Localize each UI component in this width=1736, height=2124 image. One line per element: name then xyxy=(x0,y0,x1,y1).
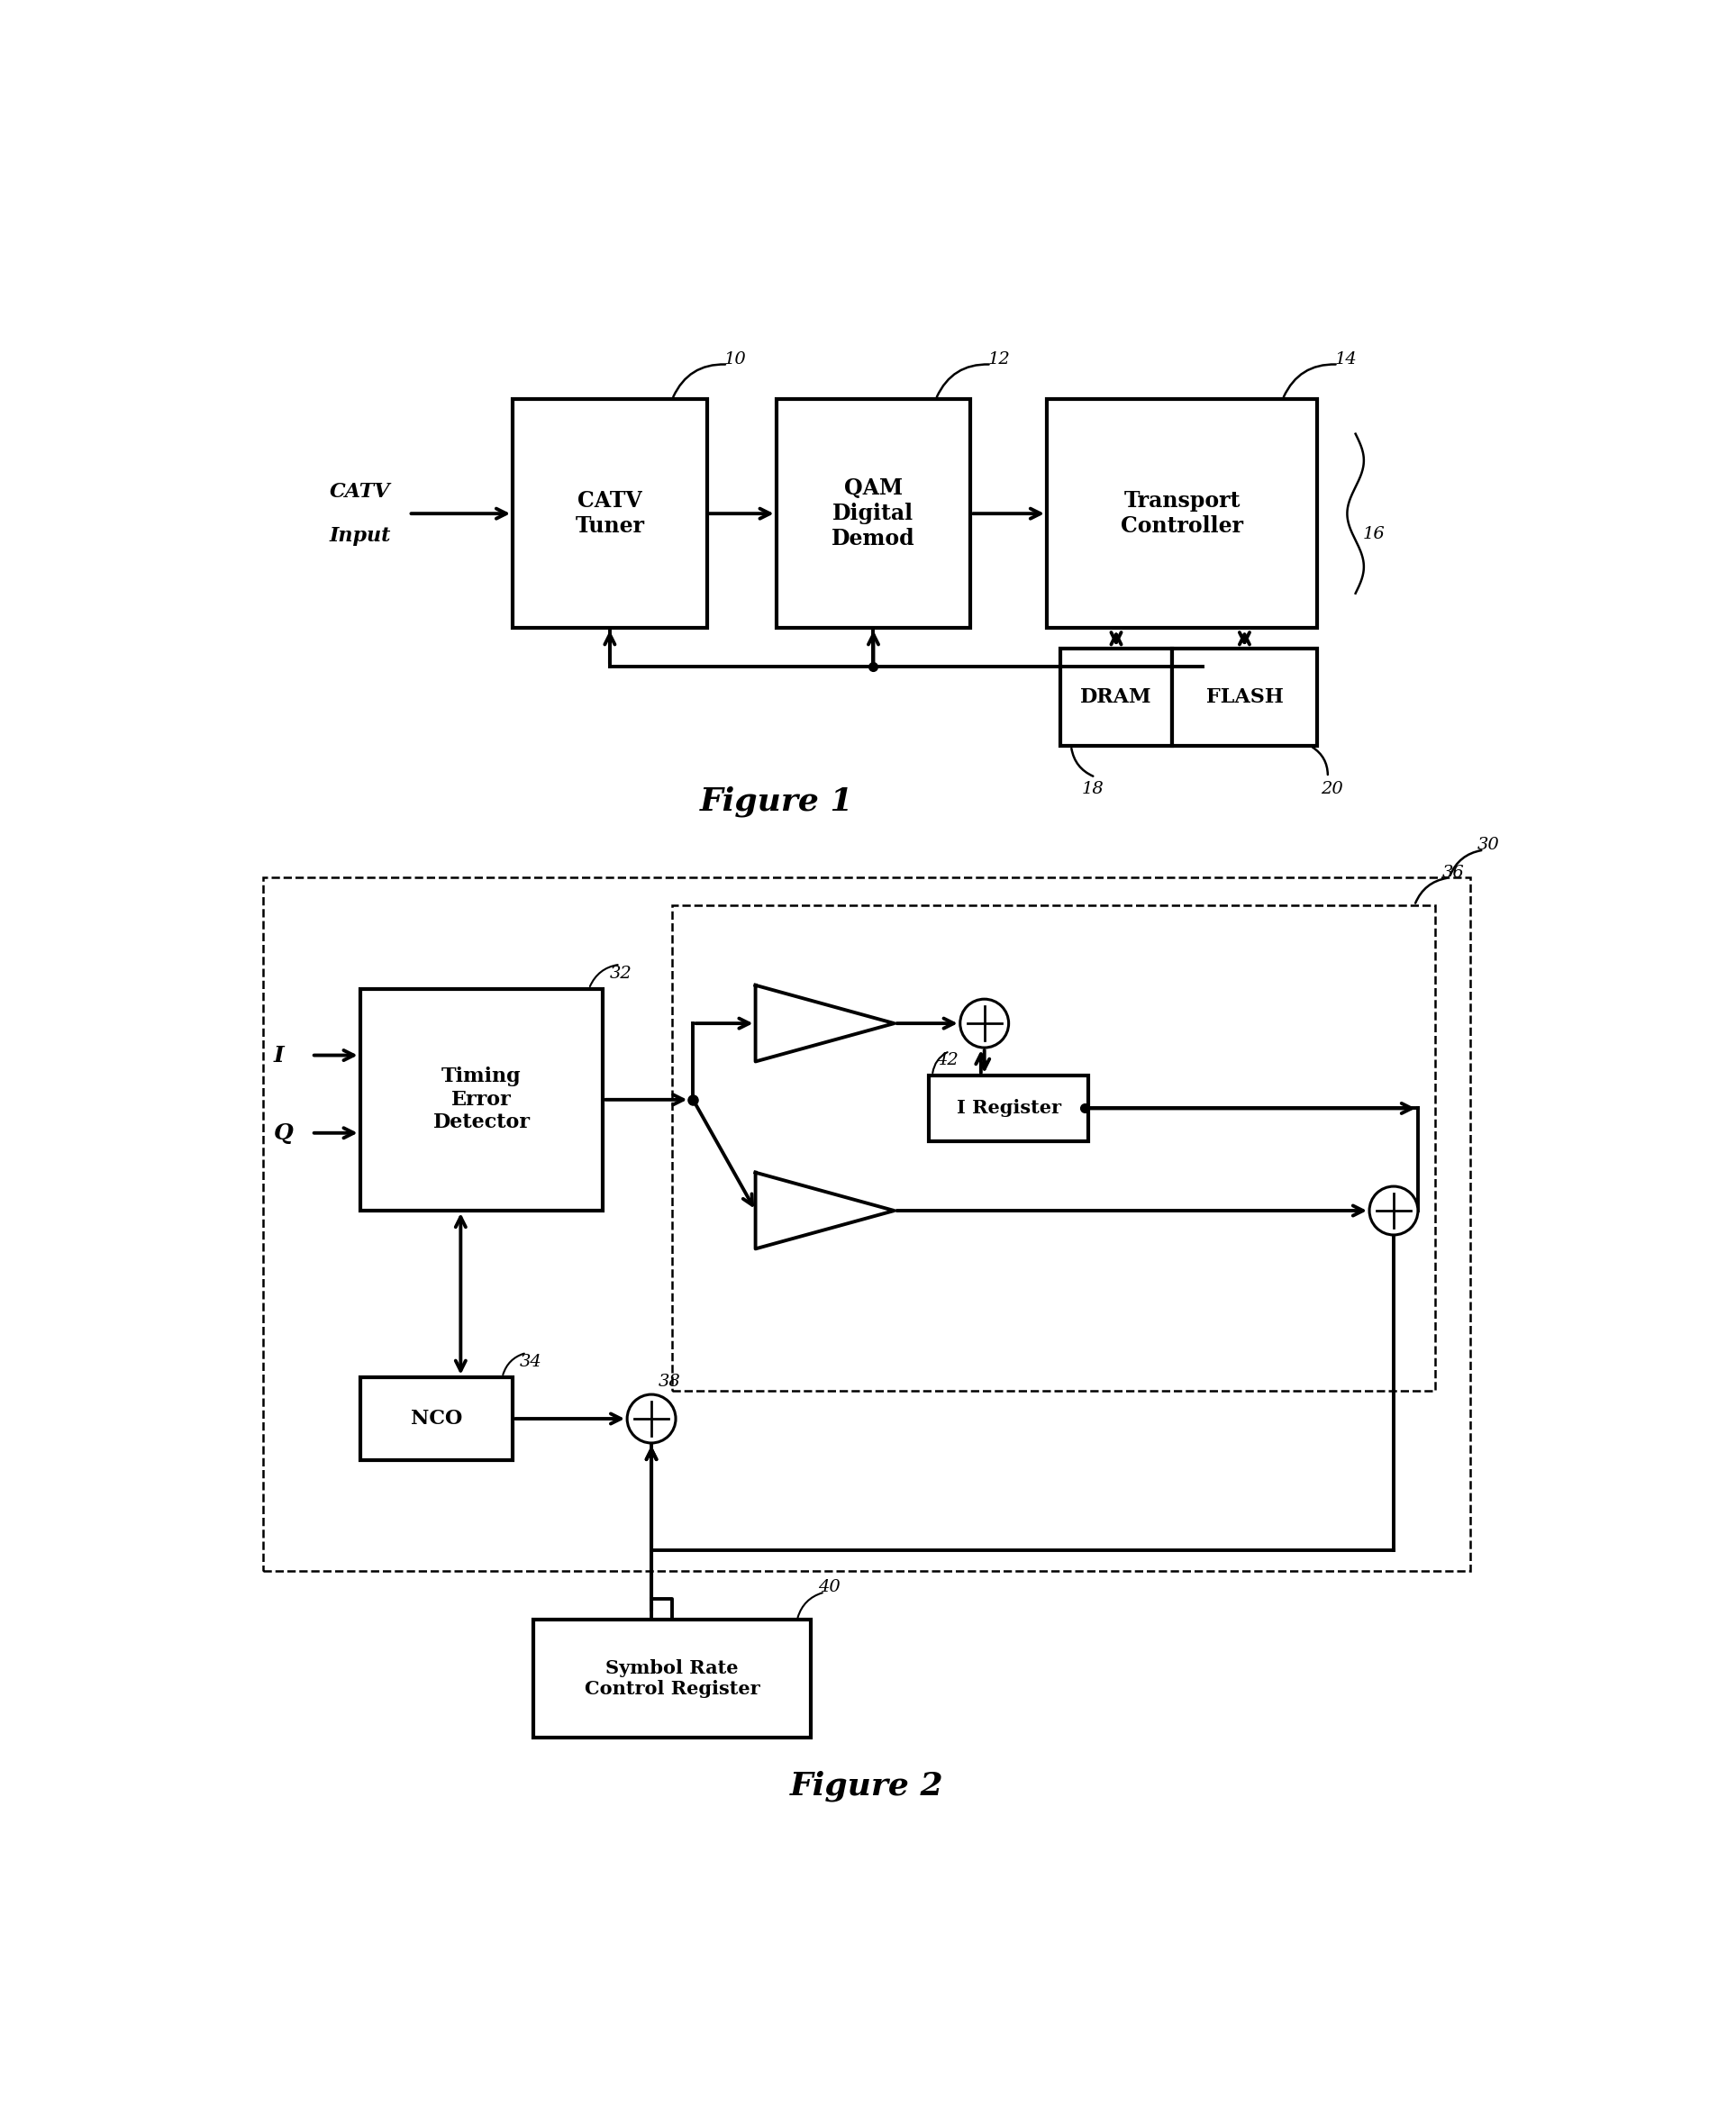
Bar xyxy=(262,877,1470,1572)
Bar xyxy=(359,1376,512,1461)
Bar xyxy=(533,1621,811,1737)
Text: I Register: I Register xyxy=(957,1100,1061,1117)
Text: 40: 40 xyxy=(818,1580,840,1595)
Polygon shape xyxy=(755,986,894,1062)
Bar xyxy=(1047,399,1318,629)
Bar xyxy=(1061,648,1172,746)
Polygon shape xyxy=(755,1172,894,1249)
Bar xyxy=(776,399,970,629)
Text: Timing
Error
Detector: Timing Error Detector xyxy=(432,1066,529,1132)
Text: 30: 30 xyxy=(1477,837,1500,854)
Text: Transport
Controller: Transport Controller xyxy=(1121,491,1243,537)
Text: 38: 38 xyxy=(658,1374,681,1389)
Text: CATV
Tuner: CATV Tuner xyxy=(575,491,644,537)
Text: NCO: NCO xyxy=(410,1408,462,1429)
Text: 20: 20 xyxy=(1321,782,1344,796)
Text: Figure 2: Figure 2 xyxy=(790,1771,943,1801)
Text: 16: 16 xyxy=(1363,527,1385,542)
Text: QAM
Digital
Demod: QAM Digital Demod xyxy=(832,478,915,550)
Bar xyxy=(929,1075,1088,1141)
Text: 14: 14 xyxy=(1335,353,1358,367)
Text: Symbol Rate
Control Register: Symbol Rate Control Register xyxy=(585,1659,760,1699)
Bar xyxy=(672,905,1436,1391)
Text: 36: 36 xyxy=(1443,864,1465,881)
Bar xyxy=(512,399,707,629)
Text: Figure 1: Figure 1 xyxy=(700,786,852,818)
Text: 10: 10 xyxy=(724,353,746,367)
Text: 12: 12 xyxy=(988,353,1010,367)
Bar xyxy=(1172,648,1318,746)
Text: I: I xyxy=(273,1045,285,1066)
Text: 18: 18 xyxy=(1082,782,1104,796)
Text: 32: 32 xyxy=(609,966,632,981)
Text: CATV: CATV xyxy=(330,482,391,501)
Bar xyxy=(359,988,602,1211)
Circle shape xyxy=(627,1395,675,1442)
Text: FLASH: FLASH xyxy=(1207,688,1283,707)
Circle shape xyxy=(960,998,1009,1047)
Text: 42: 42 xyxy=(936,1051,958,1068)
Circle shape xyxy=(1370,1187,1418,1234)
Text: Q: Q xyxy=(273,1121,293,1143)
Text: DRAM: DRAM xyxy=(1080,688,1153,707)
Text: 34: 34 xyxy=(519,1353,542,1370)
Text: Input: Input xyxy=(330,527,391,546)
